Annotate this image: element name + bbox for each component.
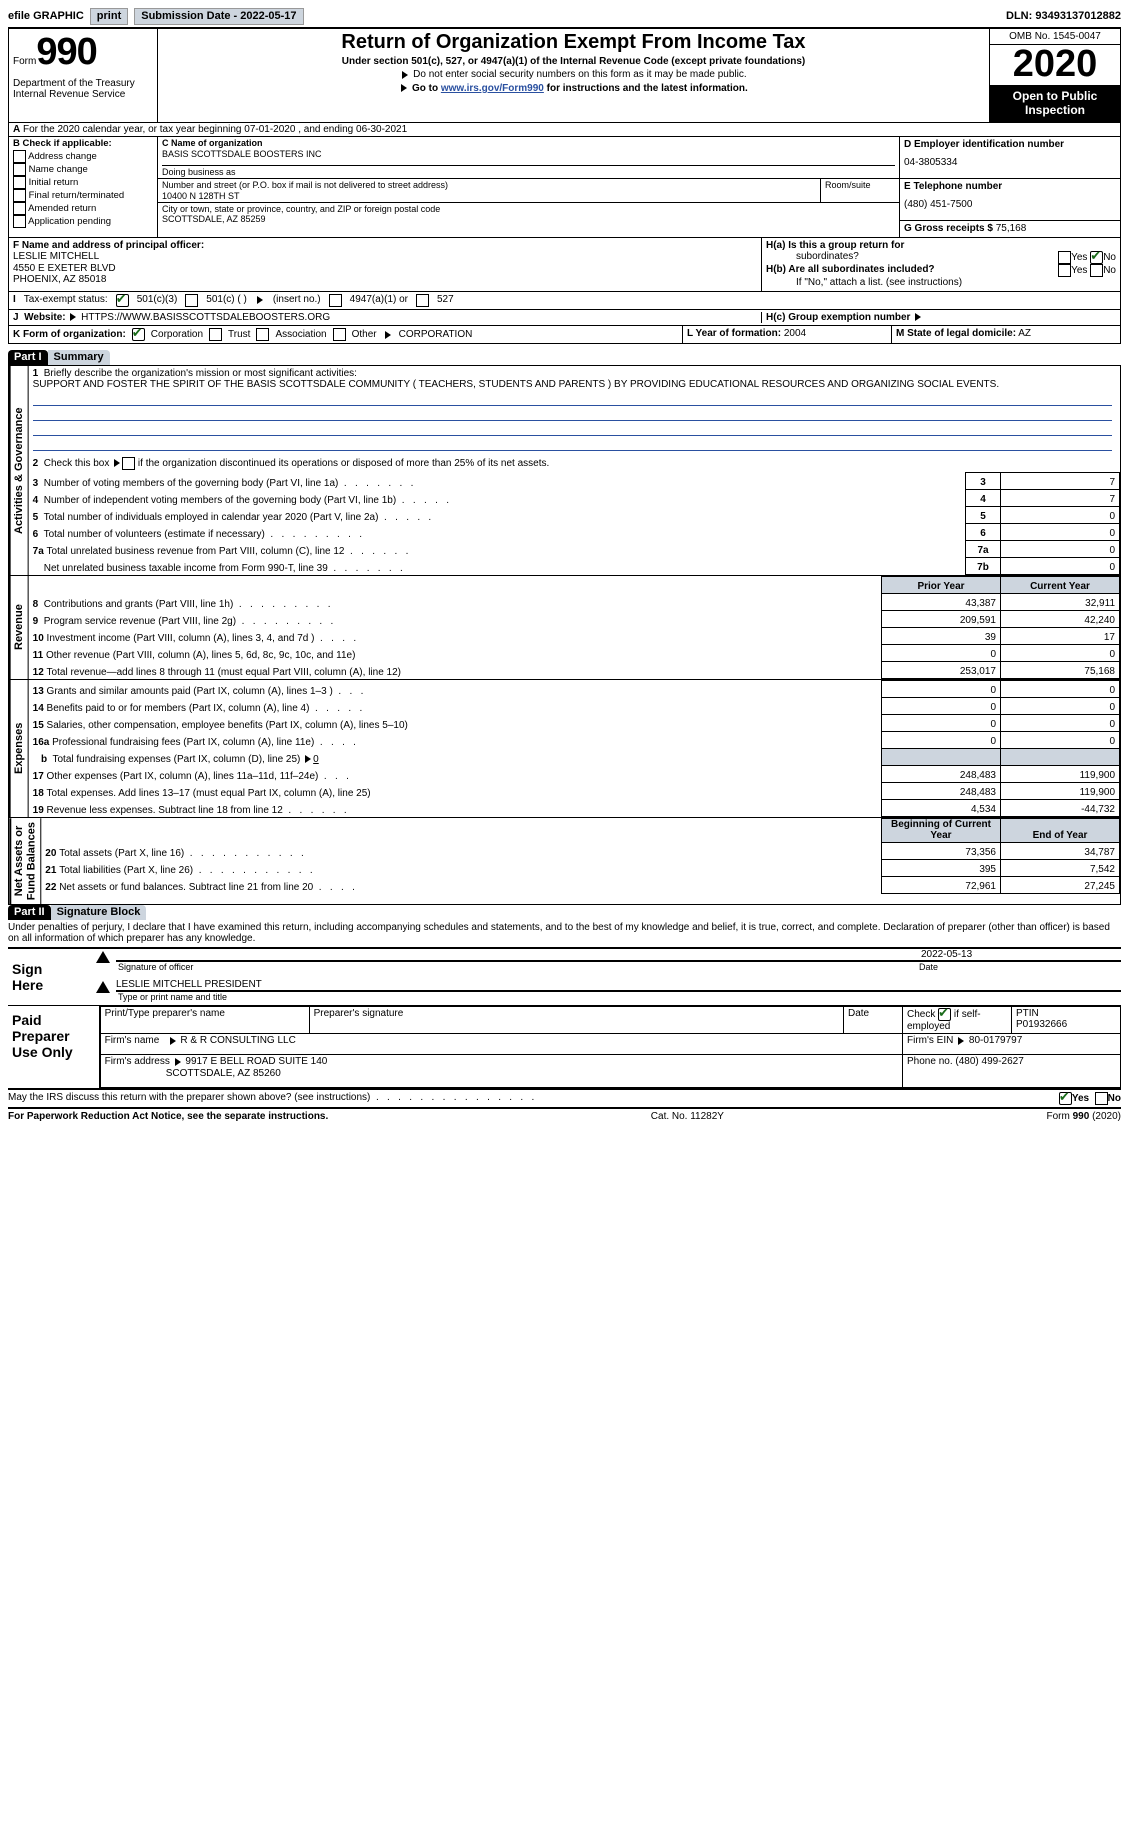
room-box: Room/suite bbox=[821, 179, 899, 202]
gross-box: G Gross receipts $ 75,168 bbox=[900, 221, 1120, 237]
officer-box: F Name and address of principal officer:… bbox=[9, 238, 762, 291]
dept-label: Department of the Treasury Internal Reve… bbox=[13, 78, 153, 100]
dln: DLN: 93493137012882 bbox=[1006, 10, 1121, 23]
hc-box: H(c) Group exemption number bbox=[761, 312, 1116, 324]
501c3-check bbox=[116, 294, 129, 307]
footer-catno: Cat. No. 11282Y bbox=[651, 1111, 724, 1123]
discuss-row: May the IRS discuss this return with the… bbox=[8, 1090, 1121, 1109]
part2-bar: Part II bbox=[8, 905, 51, 920]
form-number: 990 bbox=[36, 31, 96, 75]
addr-box: Number and street (or P.O. box if mail i… bbox=[158, 179, 821, 202]
header-right: OMB No. 1545-0047 2020 Open to PublicIns… bbox=[989, 29, 1120, 122]
tax-year-line: A For the 2020 calendar year, or tax yea… bbox=[8, 123, 1121, 138]
revenue-table: Prior YearCurrent Year 8 Contributions a… bbox=[29, 576, 1120, 679]
sign-here-label: Sign Here bbox=[8, 949, 86, 1005]
ein-box: D Employer identification number04-38053… bbox=[900, 137, 1120, 179]
label-activities: Activities & Governance bbox=[9, 366, 29, 575]
org-name-box: C Name of organizationBASIS SCOTTSDALE B… bbox=[158, 137, 899, 178]
part1-title: Summary bbox=[48, 350, 110, 365]
k-form-org: K Form of organization: Corporation Trus… bbox=[9, 326, 683, 343]
footer-left: For Paperwork Reduction Act Notice, see … bbox=[8, 1111, 328, 1123]
h-box: H(a) Is this a group return for subordin… bbox=[762, 238, 1120, 291]
form-title: Return of Organization Exempt From Incom… bbox=[164, 31, 983, 54]
print-button[interactable]: print bbox=[90, 8, 128, 25]
mission-text: SUPPORT AND FOSTER THE SPIRIT OF THE BAS… bbox=[33, 379, 999, 390]
section-b: B Check if applicable: Address change Na… bbox=[9, 137, 158, 237]
irs-link[interactable]: www.irs.gov/Form990 bbox=[441, 83, 544, 94]
tax-year: 2020 bbox=[990, 45, 1120, 86]
form-subtitle: Under section 501(c), 527, or 4947(a)(1)… bbox=[164, 56, 983, 68]
header-center: Return of Organization Exempt From Incom… bbox=[158, 29, 989, 122]
tax-status-row: I Tax-exempt status: 501(c)(3) 501(c) ( … bbox=[8, 292, 1121, 310]
efile-label: efile GRAPHIC bbox=[8, 10, 84, 23]
label-revenue: Revenue bbox=[9, 576, 29, 679]
netassets-table: Beginning of Current YearEnd of Year 20 … bbox=[41, 818, 1120, 894]
part1-bar: Part I bbox=[8, 350, 48, 365]
phone-box: E Telephone number(480) 451-7500 bbox=[900, 179, 1120, 221]
preparer-table: Print/Type preparer's name Preparer's si… bbox=[100, 1006, 1121, 1089]
m-state: M State of legal domicile: AZ bbox=[892, 326, 1120, 343]
note-link: Go to www.irs.gov/Form990 for instructio… bbox=[164, 83, 983, 95]
submission-date: Submission Date - 2022-05-17 bbox=[134, 8, 303, 25]
label-expenses: Expenses bbox=[9, 680, 29, 817]
officer-name: LESLIE MITCHELL PRESIDENT bbox=[116, 979, 262, 990]
open-public: Open to PublicInspection bbox=[990, 86, 1120, 122]
city-box: City or town, state or province, country… bbox=[158, 203, 899, 226]
form-prefix: Form bbox=[13, 56, 36, 68]
penalty-text: Under penalties of perjury, I declare th… bbox=[8, 920, 1121, 947]
expenses-table: 13 Grants and similar amounts paid (Part… bbox=[29, 680, 1120, 817]
preparer-label: Paid Preparer Use Only bbox=[8, 1006, 100, 1089]
form-id-box: Form990 Department of the Treasury Inter… bbox=[9, 29, 158, 122]
l-year: L Year of formation: 2004 bbox=[683, 326, 892, 343]
governance-table: 3 Number of voting members of the govern… bbox=[29, 472, 1120, 575]
part2-title: Signature Block bbox=[51, 905, 147, 920]
footer-form: Form 990 (2020) bbox=[1047, 1111, 1121, 1123]
website-row: J Website: HTTPS://WWW.BASISSCOTTSDALEBO… bbox=[13, 312, 761, 324]
note-ssn: Do not enter social security numbers on … bbox=[164, 69, 983, 81]
label-netassets: Net Assets or Fund Balances bbox=[9, 818, 41, 904]
